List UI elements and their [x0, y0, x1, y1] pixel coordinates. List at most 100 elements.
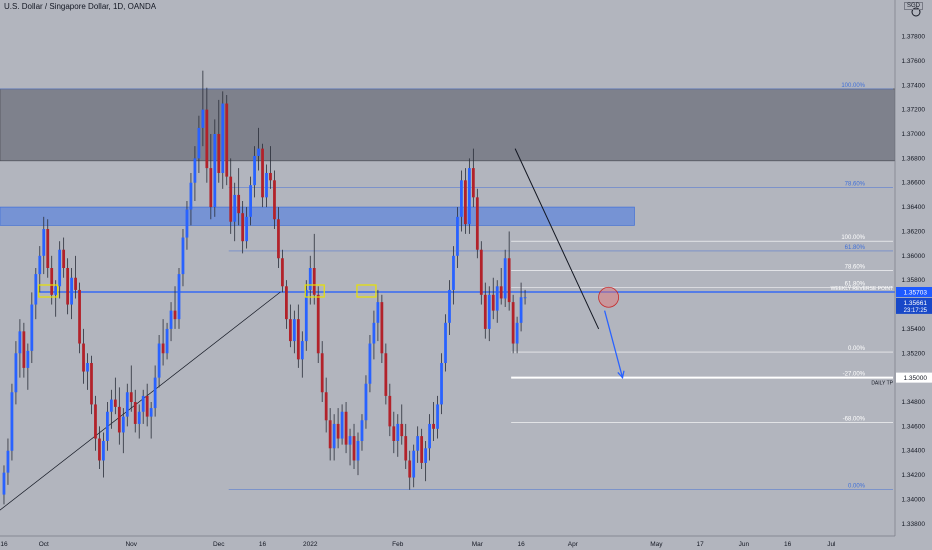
candle-body [352, 436, 356, 461]
candle-body [98, 438, 101, 461]
fib-level-label: 100.00% [841, 83, 865, 89]
candle-body [412, 450, 416, 478]
candle-body [10, 392, 14, 451]
time-tick-label: 16 [517, 541, 525, 548]
last-price-label: 1.35661 [904, 300, 928, 307]
candle-body [42, 229, 46, 256]
time-tick-label: Mar [472, 541, 484, 548]
candle-body [94, 404, 97, 439]
candle-body [467, 168, 471, 225]
candle-body [308, 268, 312, 290]
candle-body [82, 343, 85, 372]
time-axis [0, 536, 895, 550]
candle-body [432, 423, 435, 429]
candle-body [448, 289, 451, 323]
candle-body [316, 294, 320, 354]
resistance-band [0, 206, 635, 226]
callout-box [304, 284, 325, 298]
candle-body [221, 103, 225, 173]
candle-body [507, 258, 511, 303]
candle-body [261, 148, 264, 198]
currency-badge[interactable]: SGD [904, 2, 924, 10]
candle-body [384, 353, 388, 396]
fib-level-label: 0.00% [848, 484, 866, 490]
time-tick-label: 16 [0, 541, 8, 548]
candle-body [404, 436, 408, 461]
time-tick-label: Jun [739, 541, 750, 548]
candle-body [26, 350, 30, 368]
weekly-price-tag-label: 1.35703 [904, 289, 928, 296]
candle-body [113, 399, 117, 407]
candle-body [245, 216, 249, 242]
candle-body [173, 310, 177, 320]
candle-body [233, 194, 237, 222]
candle-body [288, 319, 292, 342]
candle-body [253, 155, 256, 186]
candle-body [90, 363, 93, 405]
candle-body [74, 277, 77, 290]
price-tick-label: 1.37000 [902, 131, 926, 138]
candle-body [491, 294, 495, 311]
time-tick-label: Nov [125, 541, 137, 548]
candle-body [78, 289, 81, 344]
candle-body [165, 328, 169, 354]
candle-body [380, 302, 384, 354]
candle-body [523, 297, 527, 299]
downtrend-line [514, 148, 600, 330]
candle-body [324, 392, 328, 421]
candle-body [62, 249, 66, 268]
candle-body [22, 331, 26, 368]
time-tick-label: Apr [568, 541, 579, 548]
price-tick-label: 1.33800 [902, 521, 926, 528]
price-tick-label: 1.37600 [902, 58, 926, 65]
candle-body [189, 182, 193, 210]
candle-body [137, 411, 141, 424]
candle-body [300, 341, 304, 360]
candle-body [464, 180, 467, 225]
candle-body [320, 353, 324, 393]
price-tick-label: 1.36400 [902, 204, 926, 211]
candle-body [205, 109, 209, 169]
candle-body [388, 395, 392, 427]
candle-body [197, 127, 201, 159]
candle-body [495, 286, 499, 311]
candle-body [145, 395, 149, 417]
price-tick-label: 1.37800 [902, 34, 926, 41]
candle-body [125, 392, 129, 417]
price-tick-label: 1.37400 [902, 82, 926, 89]
candle-body [456, 216, 459, 256]
candle-body [34, 274, 38, 305]
candle-body [460, 180, 463, 217]
price-tick-label: 1.34800 [902, 399, 926, 406]
candle-body [153, 377, 157, 409]
fib-level-label: 61.80% [845, 245, 866, 251]
candle-body [273, 180, 276, 220]
candle-body [436, 404, 439, 429]
candle-body [181, 237, 185, 275]
candle-body [38, 255, 42, 275]
candle-body [281, 258, 284, 287]
candle-body [141, 395, 145, 412]
candle-body [360, 420, 364, 441]
price-tick-label: 1.36800 [902, 155, 926, 162]
candle-body [332, 423, 336, 449]
candle-body [503, 258, 507, 299]
candle-body [209, 168, 213, 208]
candle-body [30, 304, 34, 351]
candle-body [213, 134, 217, 208]
time-tick-label: Feb [392, 541, 404, 548]
price-tick-label: 1.35800 [902, 277, 926, 284]
candle-body [185, 209, 189, 238]
candle-body [54, 286, 58, 295]
candle-body [257, 148, 260, 156]
candle-body [193, 158, 197, 183]
weekly-reverse-label: WEEKLY REVERSE POINT [831, 286, 893, 292]
candle-body [121, 416, 125, 433]
candle-body [157, 343, 161, 378]
projection-arrow [603, 310, 624, 378]
candle-body [372, 322, 376, 344]
candle-body [169, 310, 173, 329]
candle-body [368, 343, 372, 384]
price-tick-label: 1.35400 [902, 326, 926, 333]
